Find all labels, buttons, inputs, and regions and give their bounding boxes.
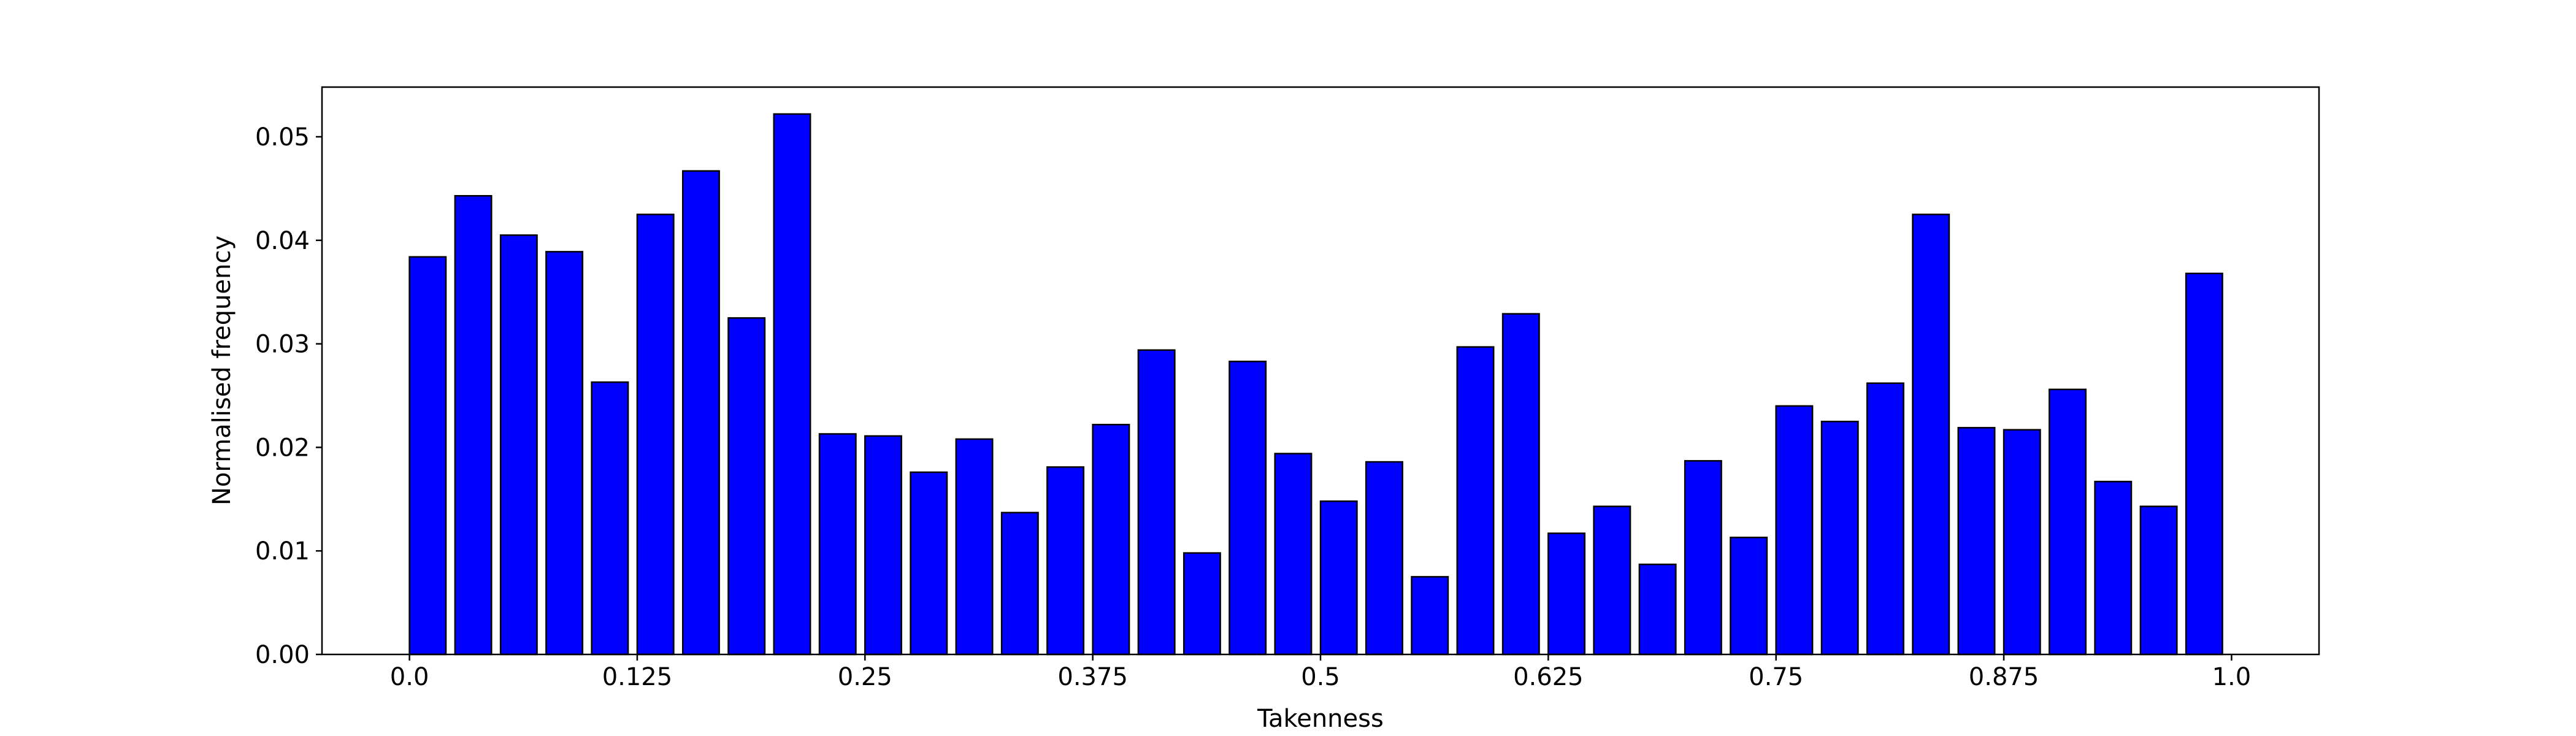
y-tick-label: 0.02 <box>255 434 310 462</box>
bar <box>1274 453 1313 656</box>
bar <box>545 251 584 656</box>
x-tick-label: 0.875 <box>1969 663 2039 691</box>
bar <box>1775 405 1814 656</box>
x-tick-label: 0.5 <box>1301 663 1340 691</box>
bar <box>636 213 675 656</box>
bar <box>1319 500 1358 656</box>
y-tick-label: 0.03 <box>255 331 310 359</box>
bar <box>2139 505 2178 656</box>
bar <box>1411 576 1449 656</box>
bar <box>1547 532 1586 656</box>
bar <box>1501 313 1540 656</box>
x-tick-label: 1.0 <box>2212 663 2252 691</box>
bar <box>2003 429 2041 656</box>
bar <box>1000 512 1039 656</box>
bar <box>2049 388 2087 656</box>
x-tick-label: 0.0 <box>390 663 429 691</box>
y-tick-label: 0.05 <box>255 123 310 151</box>
bar <box>499 234 538 656</box>
bar <box>2185 272 2223 656</box>
bar <box>910 471 948 656</box>
y-tick-label: 0.04 <box>255 227 310 255</box>
bar <box>1866 382 1904 656</box>
bar <box>1638 563 1677 656</box>
bar <box>681 170 720 656</box>
bar <box>1593 505 1631 656</box>
bar <box>408 256 447 656</box>
bar <box>2094 480 2133 656</box>
bar <box>773 113 811 656</box>
bar <box>1912 213 1950 656</box>
x-tick-label: 0.375 <box>1057 663 1128 691</box>
bar <box>955 438 994 656</box>
bar <box>591 381 629 656</box>
bar <box>454 194 493 656</box>
bar <box>1684 460 1722 656</box>
x-tick-label: 0.125 <box>602 663 673 691</box>
bar <box>1456 346 1495 656</box>
bar <box>1820 420 1859 656</box>
bar <box>1730 537 1768 656</box>
x-tick-label: 0.625 <box>1513 663 1584 691</box>
bar <box>1092 424 1130 656</box>
bar <box>1046 466 1085 656</box>
bar <box>1137 349 1176 656</box>
bar <box>1365 461 1403 656</box>
bar <box>727 317 766 656</box>
bar <box>1229 361 1267 656</box>
x-tick-label: 0.75 <box>1749 663 1803 691</box>
bar <box>1957 427 1996 656</box>
bar <box>1183 552 1221 656</box>
y-tick-label: 0.00 <box>255 641 310 669</box>
bar <box>818 433 857 656</box>
bar <box>864 435 902 656</box>
y-axis-label: Normalised frequency <box>208 236 236 505</box>
x-tick-label: 0.25 <box>838 663 892 691</box>
x-axis-label: Takenness <box>1257 705 1384 733</box>
y-tick-label: 0.01 <box>255 537 310 565</box>
